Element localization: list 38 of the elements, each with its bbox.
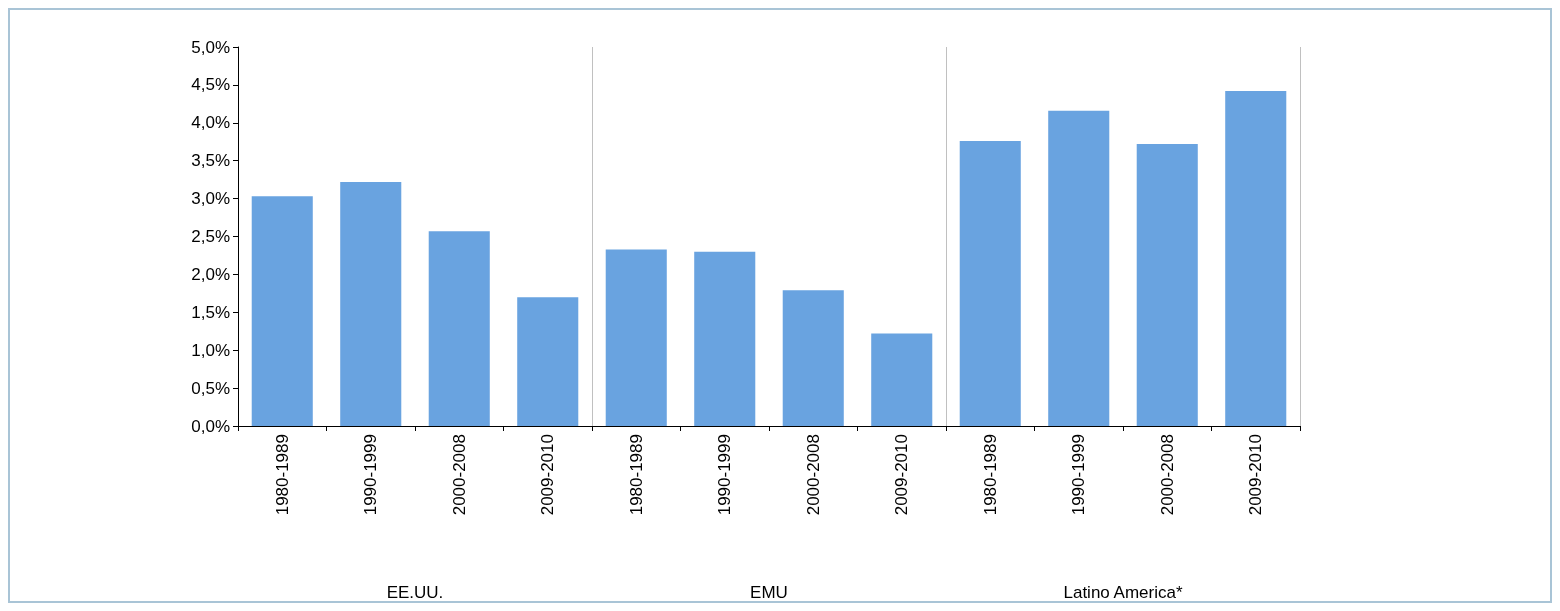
y-tick-label: 0,0% bbox=[191, 416, 230, 436]
bar bbox=[605, 249, 667, 426]
x-tick-label: 2009-2010 bbox=[1246, 434, 1266, 516]
y-tick-label: 2,5% bbox=[191, 227, 230, 246]
y-tick-label: 4,5% bbox=[191, 75, 230, 95]
x-tick-label: 2000-2008 bbox=[1157, 434, 1177, 516]
x-tick-label: 1980-1989 bbox=[980, 434, 1000, 516]
x-tick-label: 2000-2008 bbox=[803, 434, 823, 516]
y-tick-label: 0,5% bbox=[191, 378, 230, 398]
x-tick-label: 2000-2008 bbox=[449, 434, 469, 516]
y-tick-label: 1,5% bbox=[191, 302, 230, 322]
y-tick-label: 1,0% bbox=[191, 340, 230, 360]
y-tick-label: 4,0% bbox=[191, 113, 230, 133]
bar bbox=[517, 297, 579, 426]
y-tick-label: 5,0% bbox=[191, 37, 230, 57]
x-tick-label: 1990-1999 bbox=[715, 434, 735, 516]
bar bbox=[871, 333, 933, 426]
text: Latino America* bbox=[1063, 583, 1183, 602]
bar bbox=[251, 196, 313, 426]
x-tick-label: 1990-1999 bbox=[1069, 434, 1089, 516]
bar bbox=[1225, 90, 1287, 426]
y-tick-label: 3,5% bbox=[191, 151, 230, 171]
bar bbox=[428, 231, 490, 426]
x-tick-label: 1980-1989 bbox=[272, 434, 292, 516]
bar bbox=[782, 290, 844, 426]
text: EE.UU. bbox=[386, 583, 444, 602]
bar bbox=[1048, 110, 1110, 426]
x-tick-label: 1980-1989 bbox=[626, 434, 646, 516]
bar bbox=[694, 251, 756, 426]
x-tick-label: 2009-2010 bbox=[892, 434, 912, 516]
x-tick-label: 1990-1999 bbox=[361, 434, 381, 516]
bar bbox=[340, 181, 402, 426]
text: EMU bbox=[750, 583, 788, 602]
bar bbox=[959, 140, 1021, 426]
y-tick-label: 2,0% bbox=[191, 264, 230, 284]
y-tick-label: 3,0% bbox=[191, 189, 230, 209]
x-tick-label: 2009-2010 bbox=[538, 434, 558, 516]
bar bbox=[1136, 144, 1198, 426]
